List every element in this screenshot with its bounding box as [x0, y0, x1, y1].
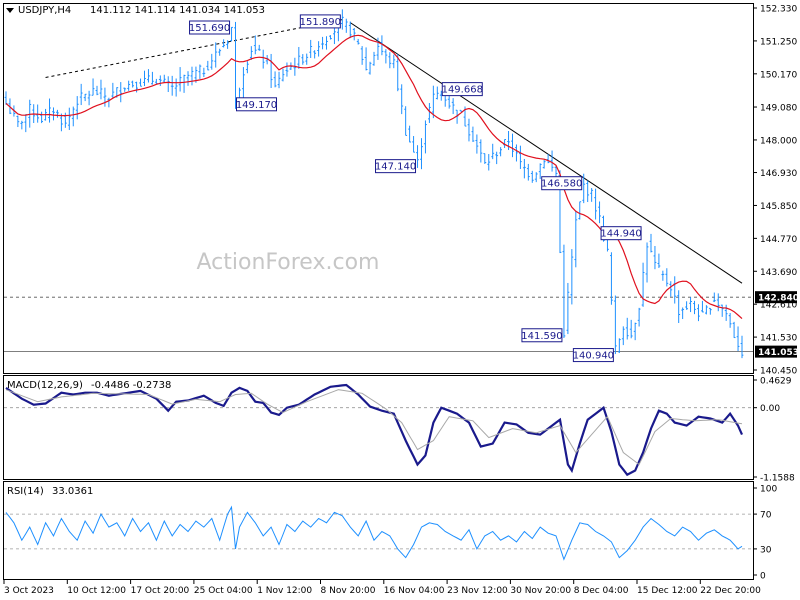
- macd-plot: 0.4629 0.00 -1.1588: [4, 377, 795, 484]
- time-tick-label: 30 Nov 20:00: [510, 586, 571, 596]
- level-tag: [755, 291, 797, 304]
- price-tick-label: 142.610: [760, 301, 797, 311]
- time-tick-label: 17 Oct 20:00: [131, 586, 190, 596]
- time-tick-label: 25 Oct 04:00: [194, 586, 253, 596]
- candlesticks: [4, 9, 744, 359]
- macd-main-line: [5, 383, 744, 477]
- watermark: ActionForex.com: [197, 250, 380, 275]
- rsi-value: 33.0361: [52, 486, 93, 497]
- price-axis-ticks: 152.330 151.250 150.170 149.080 148.000 146.9…: [753, 5, 797, 377]
- price-tick-label: 141.530: [760, 334, 797, 344]
- swing-label-text: 141.590: [521, 331, 562, 342]
- price-tick-label: 146.930: [760, 169, 797, 179]
- moving-average: [5, 34, 743, 320]
- rsi-line: [5, 505, 743, 561]
- swing-label-text: 151.690: [189, 23, 230, 34]
- swing-label-text: 149.170: [236, 100, 277, 111]
- rsi-tick-label: 70: [760, 511, 772, 521]
- price-tick-label: 143.690: [760, 268, 797, 278]
- time-tick-label: 10 Oct 12:00: [67, 586, 126, 596]
- swing-label-box: [572, 348, 614, 363]
- time-tick-label: 22 Dec 20:00: [700, 586, 761, 596]
- swing-label-text: 140.940: [573, 351, 614, 362]
- swing-label-box: [521, 328, 563, 343]
- rsi-tick-label: 100: [760, 485, 777, 495]
- rsi-plot: 100 70 30 0: [4, 485, 777, 582]
- price-tick-label: 151.250: [760, 37, 797, 47]
- swing-label-text: 151.890: [300, 17, 341, 28]
- swing-label-box: [236, 97, 278, 112]
- time-tick-label: 8 Dec 04:00: [574, 586, 629, 596]
- macd-header: MACD(12,26,9) -0.4486 -0.2738: [7, 380, 171, 391]
- swing-label-box: [541, 176, 583, 191]
- macd-values: -0.4486 -0.2738: [91, 380, 171, 391]
- macd-tick-label: -1.1588: [760, 474, 795, 484]
- swing-label-text: 144.940: [600, 229, 641, 240]
- ohlc-values: 141.112 141.114 141.034 141.053: [90, 5, 265, 16]
- price-tick-label: 149.080: [760, 104, 797, 114]
- rsi-panel: [3, 481, 754, 580]
- symbol-timeframe: USDJPY,H4: [18, 5, 71, 16]
- time-tick-label: 23 Nov 12:00: [447, 586, 508, 596]
- moving-average-line: [5, 34, 743, 320]
- time-tick-label: 15 Dec 12:00: [637, 586, 698, 596]
- macd-tick-label: 0.00: [760, 404, 780, 414]
- price-tick-label: 145.850: [760, 202, 797, 212]
- price-tick-label: 144.770: [760, 235, 797, 245]
- time-axis: 3 Oct 2023 10 Oct 12:00 17 Oct 20:00 25 Oct…: [3, 580, 761, 596]
- swing-label-text: 147.140: [375, 162, 416, 173]
- rsi-tick-label: 30: [760, 545, 772, 555]
- time-tick-label: 16 Nov 04:00: [384, 586, 445, 596]
- price-tick-label: 152.330: [760, 5, 797, 15]
- trendline: [349, 22, 743, 284]
- time-tick-label: 8 Nov 20:00: [321, 586, 376, 596]
- swing-labels: 151.690 151.890 149.170 147.140 149.668 146.5…: [189, 14, 642, 363]
- swing-label-box: [299, 14, 341, 29]
- price-tick-label: 148.000: [760, 136, 797, 146]
- swing-label-box: [375, 159, 417, 174]
- macd-label: MACD(12,26,9): [7, 380, 83, 391]
- macd-panel: [3, 375, 754, 480]
- swing-label-text: 146.580: [541, 179, 582, 190]
- swing-label-box: [600, 226, 642, 241]
- swing-label-box: [189, 20, 231, 35]
- rsi-label: RSI(14): [7, 486, 44, 497]
- level-tag-label: 141.053: [758, 348, 799, 358]
- price-panel: [3, 3, 754, 374]
- swing-label-text: 149.668: [442, 85, 483, 96]
- dropdown-triangle-icon[interactable]: [6, 8, 14, 13]
- level-tag-label: 142.840: [758, 294, 799, 304]
- time-tick-label: 1 Nov 12:00: [257, 586, 312, 596]
- macd-tick-label: 0.4629: [760, 377, 792, 387]
- horizontal-levels: 142.840 141.053: [4, 291, 799, 358]
- time-tick-label: 3 Oct 2023: [4, 586, 54, 596]
- price-tick-label: 140.450: [760, 367, 797, 377]
- level-tag: [755, 345, 797, 358]
- swing-label-box: [441, 82, 483, 97]
- trendlines: [45, 19, 743, 284]
- price-tick-label: 150.170: [760, 70, 797, 80]
- price-header: USDJPY,H4 141.112 141.114 141.034 141.05…: [6, 5, 265, 16]
- rsi-header: RSI(14) 33.0361: [7, 486, 93, 497]
- macd-signal-line: [5, 389, 743, 466]
- rsi-tick-label: 0: [760, 572, 766, 582]
- trendline: [45, 19, 343, 78]
